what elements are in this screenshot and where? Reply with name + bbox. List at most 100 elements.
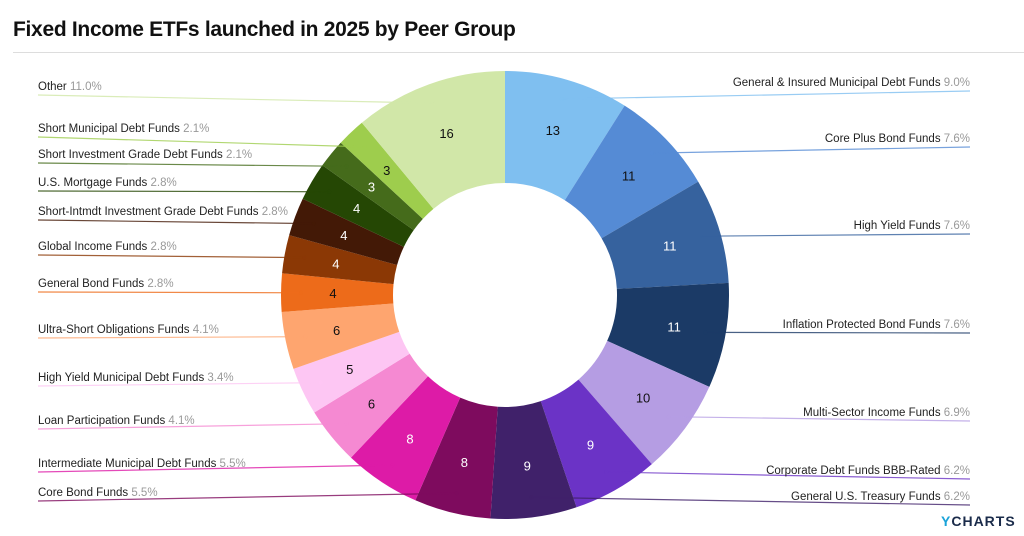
legend-name: Other xyxy=(38,81,70,93)
leader-dot xyxy=(698,234,703,239)
leader-dot xyxy=(299,290,304,295)
legend-percent: 2.1% xyxy=(183,123,209,135)
leader-line xyxy=(668,416,971,422)
leader-dot xyxy=(454,491,459,496)
leader-dot xyxy=(433,101,438,106)
legend-label: Global Income Funds 2.8% xyxy=(38,241,177,253)
legend-percent: 2.1% xyxy=(226,149,252,161)
leader-dot xyxy=(327,189,332,194)
leader-dot xyxy=(362,144,367,149)
slice-value-label: 3 xyxy=(368,180,375,195)
leader-dot xyxy=(559,97,564,102)
legend-name: Short Municipal Debt Funds xyxy=(38,123,183,135)
slice-value-label: 5 xyxy=(346,362,353,377)
leader-dot xyxy=(344,164,349,169)
leader-line xyxy=(651,146,971,154)
legend-name: High Yield Funds xyxy=(854,220,944,232)
slice-12 xyxy=(281,273,394,312)
legend-name: Short-Intmdt Investment Grade Debt Funds xyxy=(38,206,262,218)
legend-name: Corporate Debt Funds BBB-Rated xyxy=(766,465,944,477)
slice-value-label: 6 xyxy=(333,323,340,338)
slice-2 xyxy=(601,181,729,289)
leader-line xyxy=(37,254,305,259)
title-divider xyxy=(13,52,1024,53)
ycharts-logo: YCHARTS xyxy=(941,513,1016,529)
legend-label: General U.S. Treasury Funds 6.2% xyxy=(791,491,970,503)
slice-7 xyxy=(415,397,498,519)
slice-value-label: 13 xyxy=(546,123,560,138)
legend-percent: 2.8% xyxy=(262,206,288,218)
legend-percent: 7.6% xyxy=(944,319,970,331)
leader-dot xyxy=(318,380,323,385)
leader-dot xyxy=(302,255,307,260)
legend-label: Inflation Protected Bond Funds 7.6% xyxy=(783,319,970,331)
leader-line xyxy=(37,136,365,148)
slice-value-label: 9 xyxy=(587,437,594,452)
slice-0 xyxy=(505,71,625,201)
slice-11 xyxy=(281,303,400,369)
leader-line xyxy=(37,291,302,294)
slice-9 xyxy=(314,353,428,458)
legend-percent: 4.1% xyxy=(168,415,194,427)
leader-line xyxy=(37,219,314,225)
slice-13 xyxy=(282,235,398,285)
legend-label: Corporate Debt Funds BBB-Rated 6.2% xyxy=(766,465,970,477)
legend-label: Ultra-Short Obligations Funds 4.1% xyxy=(38,324,219,336)
slice-value-label: 11 xyxy=(663,238,677,253)
leader-dot xyxy=(390,463,395,468)
legend-name: General Bond Funds xyxy=(38,278,147,290)
slice-14 xyxy=(289,198,404,266)
legend-label: High Yield Municipal Debt Funds 3.4% xyxy=(38,372,234,384)
slice-value-label: 10 xyxy=(636,391,650,406)
leader-line xyxy=(37,336,306,339)
legend-label: General & Insured Municipal Debt Funds 9… xyxy=(733,77,970,89)
leader-line xyxy=(37,382,321,387)
legend-label: Short Municipal Debt Funds 2.1% xyxy=(38,123,209,135)
leader-line xyxy=(37,423,347,430)
leader-line xyxy=(37,94,436,104)
slice-value-label: 8 xyxy=(406,431,413,446)
leader-dot xyxy=(649,151,654,156)
leader-dot xyxy=(311,221,316,226)
slice-18 xyxy=(361,71,505,209)
legend-percent: 6.2% xyxy=(944,465,970,477)
slice-value-label: 11 xyxy=(667,319,681,334)
legend-percent: 6.2% xyxy=(944,491,970,503)
leader-dot xyxy=(344,421,349,426)
legend-percent: 7.6% xyxy=(944,220,970,232)
legend-label: U.S. Mortgage Funds 2.8% xyxy=(38,177,177,189)
slice-value-label: 8 xyxy=(461,455,468,470)
slice-6 xyxy=(490,401,577,519)
legend-name: High Yield Municipal Debt Funds xyxy=(38,372,207,384)
legend-percent: 2.8% xyxy=(151,241,177,253)
legend-name: Core Bond Funds xyxy=(38,487,131,499)
legend-percent: 6.9% xyxy=(944,407,970,419)
slice-value-label: 4 xyxy=(329,286,336,301)
leader-line xyxy=(37,464,393,473)
legend-percent: 2.8% xyxy=(151,177,177,189)
leader-dot xyxy=(303,334,308,339)
legend-label: Multi-Sector Income Funds 6.9% xyxy=(803,407,970,419)
slice-4 xyxy=(578,340,710,465)
slice-value-label: 11 xyxy=(622,168,636,183)
slice-value-label: 6 xyxy=(368,396,375,411)
chart-title: Fixed Income ETFs launched in 2025 by Pe… xyxy=(13,18,516,41)
legend-percent: 5.5% xyxy=(220,458,246,470)
slice-value-label: 4 xyxy=(340,228,347,243)
legend-name: Global Income Funds xyxy=(38,241,151,253)
slice-value-label: 4 xyxy=(332,257,339,272)
legend-label: High Yield Funds 7.6% xyxy=(854,220,970,232)
slice-1 xyxy=(564,105,699,239)
legend-percent: 2.8% xyxy=(147,278,173,290)
slice-5 xyxy=(540,379,652,508)
leader-dot xyxy=(703,330,708,335)
legend-name: Inflation Protected Bond Funds xyxy=(783,319,944,331)
legend-name: Ultra-Short Obligations Funds xyxy=(38,324,193,336)
legend-percent: 11.0% xyxy=(70,81,102,93)
legend-name: Core Plus Bond Funds xyxy=(825,133,944,145)
leader-line xyxy=(606,471,971,480)
leader-line xyxy=(37,492,457,502)
leader-line xyxy=(531,496,971,506)
slice-value-label: 3 xyxy=(383,163,390,178)
